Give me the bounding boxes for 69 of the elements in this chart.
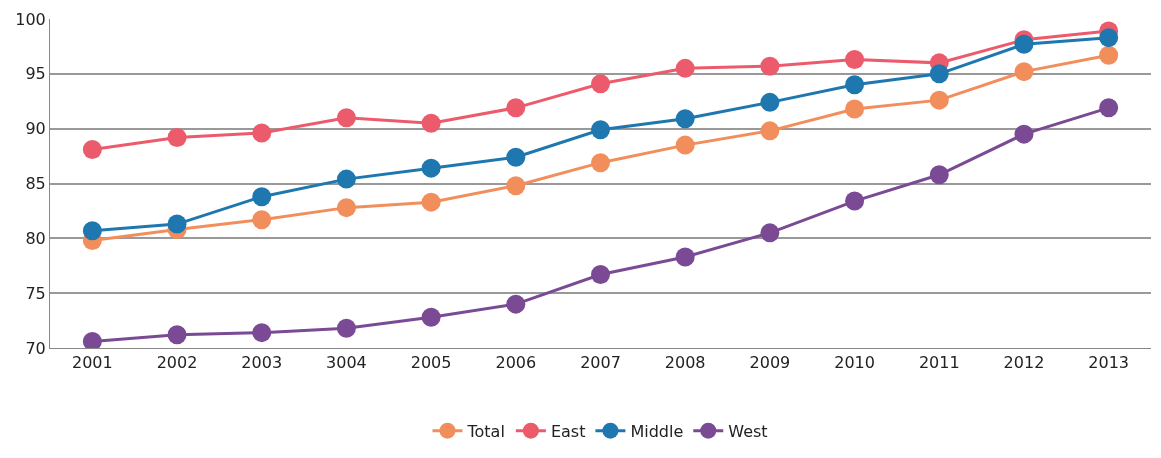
point: [252, 323, 272, 343]
point: [760, 56, 780, 76]
point: [929, 165, 949, 185]
point: [1099, 28, 1119, 48]
point: [421, 158, 441, 178]
point: [1099, 45, 1119, 65]
point: [845, 50, 865, 70]
point: [167, 127, 187, 147]
x-tick-label: 2007: [580, 353, 621, 373]
legend-label: West: [728, 421, 768, 441]
point: [82, 140, 102, 159]
point: [506, 98, 526, 118]
x-tick-label: 2011: [918, 353, 960, 373]
point: [336, 318, 356, 338]
point: [845, 191, 865, 211]
x-tick-label: 2012: [1003, 353, 1045, 373]
x-tick-label: 2002: [156, 353, 198, 373]
point: [421, 307, 441, 327]
y-tick-label: 80: [25, 228, 46, 248]
point: [760, 121, 780, 141]
point: [336, 169, 356, 189]
y-tick-label: 70: [25, 338, 46, 358]
point: [929, 90, 949, 110]
point: [675, 247, 695, 267]
legend-label: Total: [466, 421, 505, 441]
point: [82, 221, 102, 241]
point: [591, 120, 610, 140]
point: [675, 135, 695, 155]
point: [506, 176, 526, 196]
legend-label: Middle: [630, 421, 684, 441]
point: [506, 147, 526, 167]
x-tick-label: 2010: [834, 353, 875, 373]
legend-label: East: [550, 421, 586, 441]
x-tick-label: 2013: [1088, 353, 1130, 373]
x-tick-label: 2003: [241, 353, 283, 373]
point: [675, 109, 695, 129]
point: [167, 214, 187, 234]
point: [252, 123, 272, 143]
point: [591, 74, 610, 94]
y-tick-label: 75: [25, 283, 46, 303]
point: [1099, 98, 1119, 118]
point: [167, 325, 187, 345]
point: [421, 192, 441, 212]
point: [760, 92, 780, 112]
point: [929, 64, 949, 84]
x-tick-label: 2001: [71, 353, 113, 373]
point: [760, 223, 780, 243]
point: [591, 265, 610, 285]
point: [506, 294, 526, 314]
point: [336, 108, 356, 128]
x-tick-label: 3004: [326, 353, 367, 373]
x-tick-label: 2005: [410, 353, 452, 373]
y-tick-label: 95: [25, 64, 46, 84]
x-tick-label: 2006: [495, 353, 537, 373]
point: [252, 187, 272, 207]
point: [845, 75, 865, 95]
y-tick-label: 100: [15, 9, 46, 29]
point: [845, 99, 865, 119]
y-tick-label: 85: [25, 174, 46, 194]
point: [252, 210, 272, 230]
point: [1014, 124, 1034, 144]
x-tick-label: 2008: [664, 353, 706, 373]
point: [591, 153, 610, 173]
point: [675, 58, 695, 78]
point: [336, 198, 356, 218]
point: [1014, 62, 1034, 82]
x-tick-label: 2009: [749, 353, 791, 373]
y-tick-label: 90: [25, 119, 46, 139]
point: [421, 113, 441, 133]
